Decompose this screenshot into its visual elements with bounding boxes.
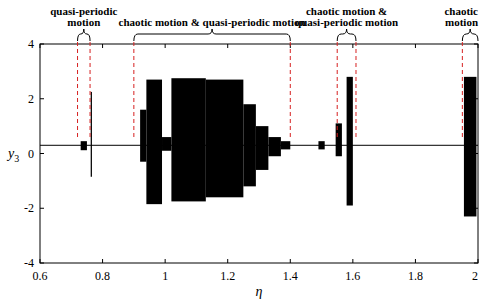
x-tick xyxy=(478,259,479,263)
x-tick-label: 0.8 xyxy=(95,269,110,283)
x-tick xyxy=(290,259,291,263)
frame xyxy=(40,44,478,263)
x-tick-label: 0.6 xyxy=(33,269,48,283)
y-tick xyxy=(474,44,478,45)
x-tick xyxy=(40,44,41,48)
region-boundary xyxy=(462,42,463,137)
attractor-band xyxy=(347,77,353,206)
y-tick xyxy=(474,153,478,154)
x-tick xyxy=(415,44,416,48)
y-tick xyxy=(40,263,44,264)
region-brace xyxy=(78,29,91,41)
x-tick-label: 1.4 xyxy=(283,269,298,283)
x-tick-label: 1.6 xyxy=(345,269,360,283)
region-label: motion xyxy=(445,16,478,28)
region-brace xyxy=(337,29,356,41)
x-tick-label: 1.2 xyxy=(220,269,235,283)
region-boundary xyxy=(337,42,338,137)
x-tick xyxy=(40,259,41,263)
x-tick-label: 2 xyxy=(472,269,478,283)
x-tick xyxy=(227,44,228,48)
y-tick-label: 0 xyxy=(28,147,34,161)
x-tick-label: 1 xyxy=(162,269,168,283)
x-tick-label: 1.8 xyxy=(408,269,423,283)
y-tick-label: 4 xyxy=(28,37,34,51)
attractor-band xyxy=(243,104,256,186)
region-brace xyxy=(134,29,290,41)
attractor-band xyxy=(162,137,171,151)
x-tick xyxy=(165,44,166,48)
attractor-band xyxy=(146,80,162,205)
attractor-band xyxy=(268,137,281,156)
x-tick xyxy=(102,259,103,263)
x-tick xyxy=(227,259,228,263)
region-boundary xyxy=(133,42,134,137)
x-tick xyxy=(102,44,103,48)
attractor-band xyxy=(256,126,269,170)
y-tick xyxy=(40,44,44,45)
x-tick xyxy=(352,259,353,263)
y-tick xyxy=(474,98,478,99)
region-boundary xyxy=(355,42,356,137)
chart: 0.6 0.8 1 1.2 1.4 1.6 1.8 2 -4 -2 0 2 4 η y3 quasi-peri… xyxy=(0,0,480,302)
attractor-band xyxy=(336,123,342,156)
y-tick-label: -2 xyxy=(24,201,34,215)
y-tick xyxy=(40,208,44,209)
x-tick xyxy=(415,259,416,263)
attractor-band xyxy=(464,77,477,217)
attractor-band xyxy=(140,110,146,162)
y-axis-label-sub: 3 xyxy=(14,153,19,164)
attractor-band xyxy=(171,78,205,201)
x-axis-label: η xyxy=(256,284,263,299)
attractor-band xyxy=(318,141,324,149)
region-label: motion xyxy=(67,16,100,28)
y-tick-label: -4 xyxy=(24,256,34,270)
region-boundary xyxy=(77,42,78,137)
attractor-band xyxy=(81,141,87,150)
x-tick xyxy=(478,44,479,48)
attractor-band xyxy=(281,141,290,149)
y-tick xyxy=(40,98,44,99)
marks xyxy=(40,77,478,217)
region-boundary xyxy=(290,42,291,137)
attractor-band xyxy=(91,92,92,177)
y-tick xyxy=(474,208,478,209)
y-tick xyxy=(474,263,478,264)
x-tick xyxy=(165,259,166,263)
y-axis-label: y3 xyxy=(6,146,19,164)
region-boundary xyxy=(90,42,91,137)
attractor-band xyxy=(206,80,244,198)
x-tick xyxy=(352,44,353,48)
y-tick xyxy=(40,153,44,154)
region-brace xyxy=(462,29,478,41)
y-tick-label: 2 xyxy=(28,92,34,106)
region-label: chaotic motion & quasi-periodic motion xyxy=(119,16,306,28)
region-label: quasi-periodic motion xyxy=(295,16,398,28)
